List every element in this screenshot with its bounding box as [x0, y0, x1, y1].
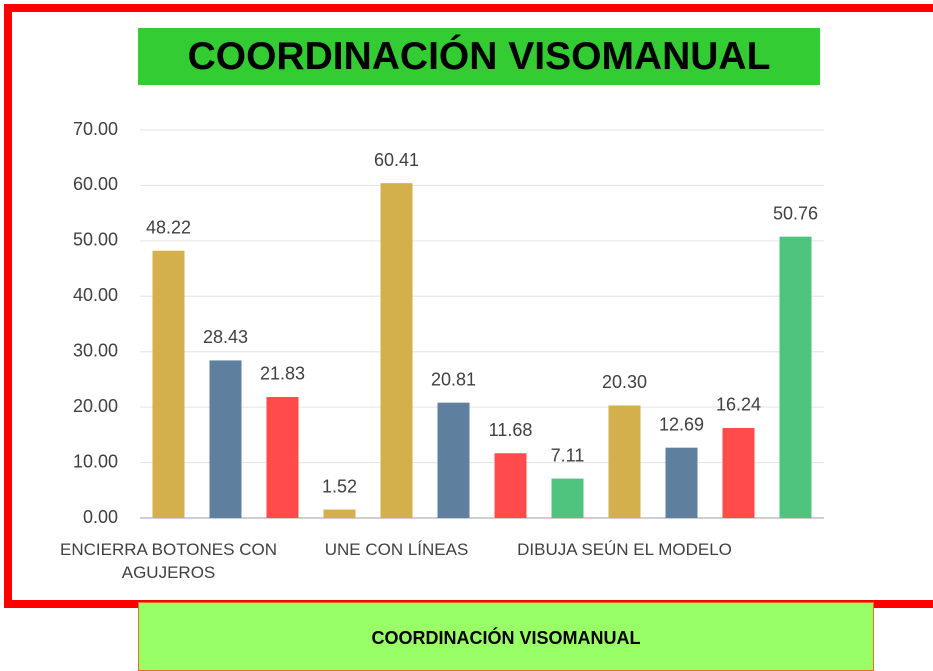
bar — [722, 427, 755, 518]
y-tick-label: 60.00 — [73, 174, 118, 194]
data-label: 20.30 — [602, 372, 647, 392]
data-label: 28.43 — [203, 327, 248, 347]
x-tick-label: DIBUJA SEÚN EL MODELO — [517, 540, 732, 559]
y-tick-label: 0.00 — [83, 507, 118, 527]
y-tick-label: 40.00 — [73, 285, 118, 305]
bar — [551, 478, 584, 518]
data-label: 60.41 — [374, 150, 419, 170]
bar — [437, 402, 470, 518]
bar — [152, 250, 185, 518]
y-tick-label: 20.00 — [73, 396, 118, 416]
bar — [665, 447, 698, 518]
y-tick-label: 10.00 — [73, 451, 118, 471]
data-label: 21.83 — [260, 364, 305, 384]
x-tick-label: ENCIERRA BOTONES CON AGUJEROS — [60, 540, 277, 582]
y-tick-label: 70.00 — [73, 119, 118, 139]
bar — [779, 236, 812, 518]
data-label: 48.22 — [146, 217, 191, 237]
bar — [380, 183, 413, 518]
bar — [266, 396, 299, 518]
data-label: 11.68 — [489, 420, 533, 440]
data-label: 20.81 — [431, 369, 476, 389]
bar — [608, 405, 641, 518]
bar — [209, 360, 242, 518]
chart-title: COORDINACIÓN VISOMANUAL — [138, 28, 820, 85]
bar — [323, 509, 356, 518]
data-label: 7.11 — [551, 445, 585, 465]
data-label: 50.76 — [773, 203, 818, 223]
data-label: 16.24 — [716, 395, 761, 415]
y-tick-label: 30.00 — [73, 340, 118, 360]
y-tick-label: 50.00 — [73, 230, 118, 250]
data-label: 12.69 — [659, 414, 704, 434]
bar — [494, 453, 527, 518]
x-tick-label: UNE CON LÍNEAS — [324, 540, 469, 559]
data-label: 1.52 — [322, 476, 357, 496]
caption: COORDINACIÓN VISOMANUAL — [138, 602, 874, 671]
